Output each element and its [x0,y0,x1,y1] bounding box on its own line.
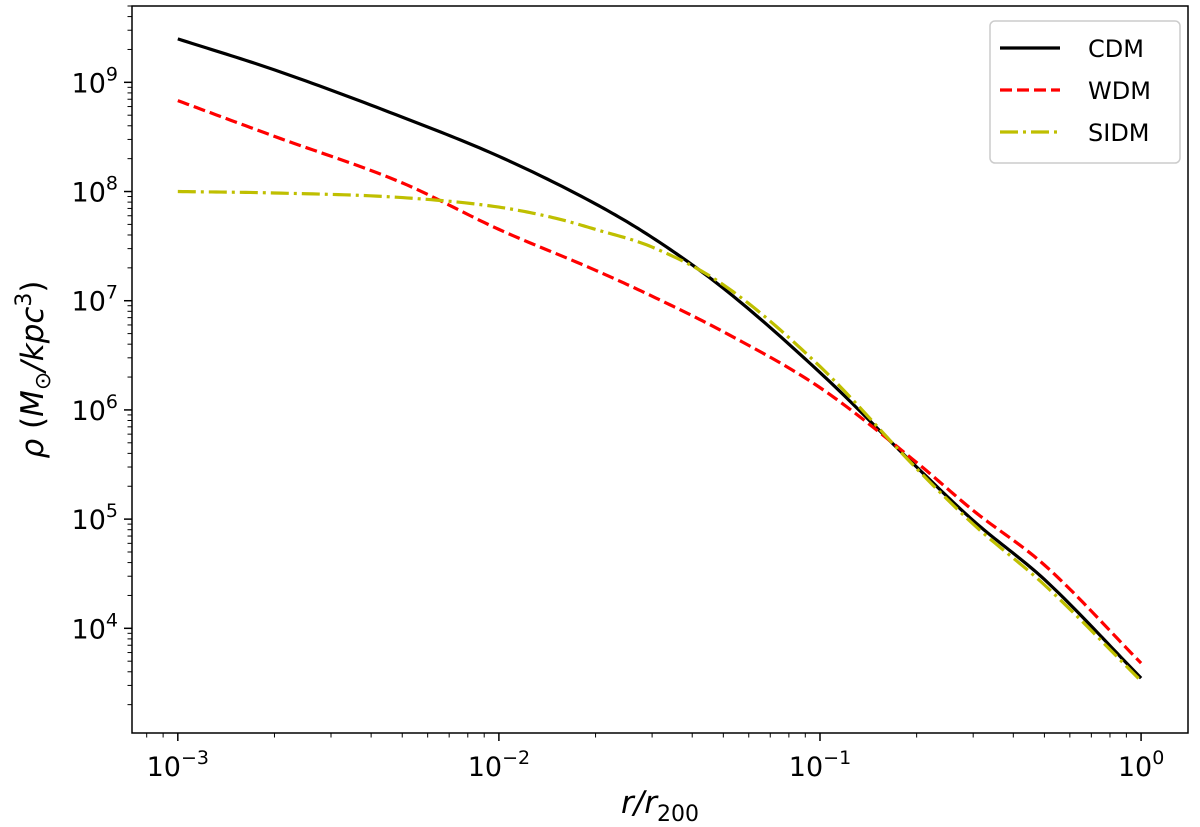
y-tick-label: 109 [72,63,118,99]
y-tick-label: 105 [72,500,118,536]
legend-box [989,20,1181,164]
y-axis-title-mass: M [15,390,51,417]
x-tick-label: 10−2 [468,747,530,783]
legend-label-cdm: CDM [1088,35,1144,63]
legend-entries: CDM WDM SIDM [1000,35,1151,147]
x-axis-title-main: r/r [621,785,659,821]
legend: CDM WDM SIDM [989,20,1181,164]
x-tick-label: 100 [1118,747,1164,783]
x-axis-title: r/r200 [621,785,699,827]
y-axis-title-close: ) [15,280,51,292]
y-tick-label: 106 [72,391,118,427]
y-axis-title-unit: /kpc [15,307,51,375]
plot-layer [177,37,1143,683]
x-tick-label: 10−3 [147,747,209,783]
tick-layer: 10−3 10−2 10−1 100 104 105 106 107 108 109 [72,5,1164,783]
y-axis-title-open: ( [15,417,51,439]
y-tick-label: 107 [72,282,118,318]
y-axis-title-rho: ρ [15,439,51,459]
y-axis-title-sun: ⊙ [31,372,56,390]
plot-frame [131,5,1189,734]
legend-label-wdm: WDM [1088,77,1151,105]
legend-label-sidm: SIDM [1088,119,1150,147]
series-line-sidm [177,189,1143,683]
series-line-cdm [177,37,1143,680]
y-axis-title-exponent: 3 [12,293,37,307]
x-tick-label: 10−1 [789,747,851,783]
x-axis-title-subscript: 200 [657,802,699,827]
series-line-wdm [177,99,1143,665]
y-tick-label: 108 [72,173,118,209]
y-axis-title: ρ (M⊙/kpc3) [12,280,56,458]
y-tick-label: 104 [72,609,118,645]
